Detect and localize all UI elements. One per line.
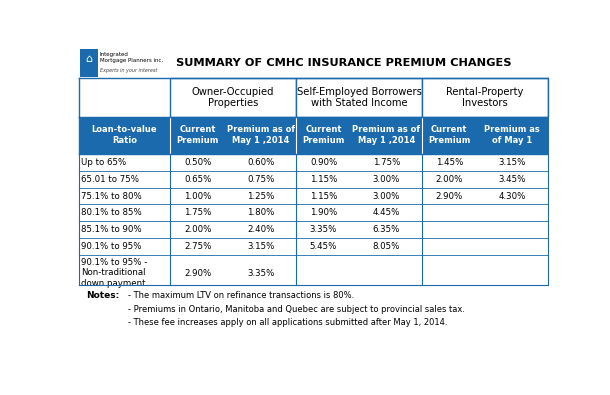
Text: Premium as
of May 1: Premium as of May 1 [484, 126, 540, 145]
Text: 90.1% to 95%: 90.1% to 95% [82, 242, 142, 251]
Text: 75.1% to 80%: 75.1% to 80% [82, 192, 142, 201]
Bar [296, 78, 422, 117]
Bar [79, 205, 548, 222]
Text: 0.60%: 0.60% [247, 158, 274, 167]
Text: 5.45%: 5.45% [310, 242, 337, 251]
Text: - The maximum LTV on refinance transactions is 80%.: - The maximum LTV on refinance transacti… [128, 291, 354, 300]
Text: 4.45%: 4.45% [373, 209, 400, 218]
Text: Current
Premium: Current Premium [428, 126, 470, 145]
Text: 3.35%: 3.35% [310, 226, 337, 234]
Text: 3.45%: 3.45% [498, 175, 526, 184]
Text: 3.15%: 3.15% [498, 158, 526, 167]
Text: 0.65%: 0.65% [184, 175, 212, 184]
Text: 1.75%: 1.75% [373, 158, 400, 167]
Text: 2.40%: 2.40% [247, 226, 274, 234]
Text: 2.00%: 2.00% [184, 226, 212, 234]
Bar [79, 222, 548, 238]
Text: SUMMARY OF CMHC INSURANCE PREMIUM CHANGES: SUMMARY OF CMHC INSURANCE PREMIUM CHANGE… [176, 58, 512, 68]
Text: Self-Employed Borrowers
with Stated Income: Self-Employed Borrowers with Stated Inco… [296, 87, 422, 108]
Bar [79, 238, 548, 255]
Text: Premium as of
May 1 ,2014: Premium as of May 1 ,2014 [353, 126, 420, 145]
Text: Premium as of
May 1 ,2014: Premium as of May 1 ,2014 [227, 126, 295, 145]
Text: 80.1% to 85%: 80.1% to 85% [82, 209, 142, 218]
Text: 1.15%: 1.15% [310, 175, 337, 184]
Text: 1.15%: 1.15% [310, 192, 337, 201]
Text: 1.75%: 1.75% [184, 209, 212, 218]
Text: 4.30%: 4.30% [498, 192, 526, 201]
Text: 0.50%: 0.50% [184, 158, 212, 167]
Bar [79, 154, 548, 171]
Text: 3.35%: 3.35% [247, 269, 274, 278]
Text: Owner-Occupied
Properties: Owner-Occupied Properties [192, 87, 274, 108]
Bar [80, 49, 98, 77]
Bar [79, 255, 548, 284]
Text: 6.35%: 6.35% [373, 226, 400, 234]
Text: 3.00%: 3.00% [373, 192, 400, 201]
Text: Current
Premium: Current Premium [303, 126, 345, 145]
Bar [79, 47, 548, 78]
Text: 1.25%: 1.25% [247, 192, 274, 201]
Text: 3.00%: 3.00% [373, 175, 400, 184]
Text: Integrated
Mortgage Planners inc.: Integrated Mortgage Planners inc. [100, 52, 163, 63]
Text: 0.90%: 0.90% [310, 158, 337, 167]
Text: 2.00%: 2.00% [436, 175, 463, 184]
Text: Rental-Property
Investors: Rental-Property Investors [446, 87, 523, 108]
Text: 1.90%: 1.90% [310, 209, 337, 218]
Bar [79, 188, 548, 205]
Text: 2.75%: 2.75% [184, 242, 212, 251]
Text: 90.1% to 95% -
Non-traditional
down payment: 90.1% to 95% - Non-traditional down paym… [82, 258, 148, 288]
Text: 3.15%: 3.15% [247, 242, 274, 251]
Text: Notes:: Notes: [85, 291, 119, 300]
Text: 1.45%: 1.45% [436, 158, 463, 167]
Text: Loan-to-value
Ratio: Loan-to-value Ratio [92, 126, 157, 145]
Bar [79, 117, 548, 154]
Bar [422, 78, 548, 117]
Text: 65.01 to 75%: 65.01 to 75% [82, 175, 140, 184]
Text: 1.00%: 1.00% [184, 192, 212, 201]
Text: 2.90%: 2.90% [184, 269, 212, 278]
Text: 0.75%: 0.75% [247, 175, 274, 184]
Bar [79, 78, 170, 117]
Text: Current
Premium: Current Premium [177, 126, 219, 145]
Text: ⌂: ⌂ [85, 55, 93, 64]
Text: Up to 65%: Up to 65% [82, 158, 127, 167]
Text: 8.05%: 8.05% [373, 242, 400, 251]
Text: 2.90%: 2.90% [436, 192, 463, 201]
Text: 85.1% to 90%: 85.1% to 90% [82, 226, 142, 234]
Text: 1.80%: 1.80% [247, 209, 274, 218]
Bar [79, 171, 548, 188]
Text: Experts in your interest: Experts in your interest [100, 68, 157, 73]
Text: - These fee increases apply on all applications submitted after May 1, 2014.: - These fee increases apply on all appli… [128, 318, 448, 327]
Text: - Premiums in Ontario, Manitoba and Quebec are subject to provincial sales tax.: - Premiums in Ontario, Manitoba and Queb… [128, 305, 465, 314]
Bar [170, 78, 296, 117]
